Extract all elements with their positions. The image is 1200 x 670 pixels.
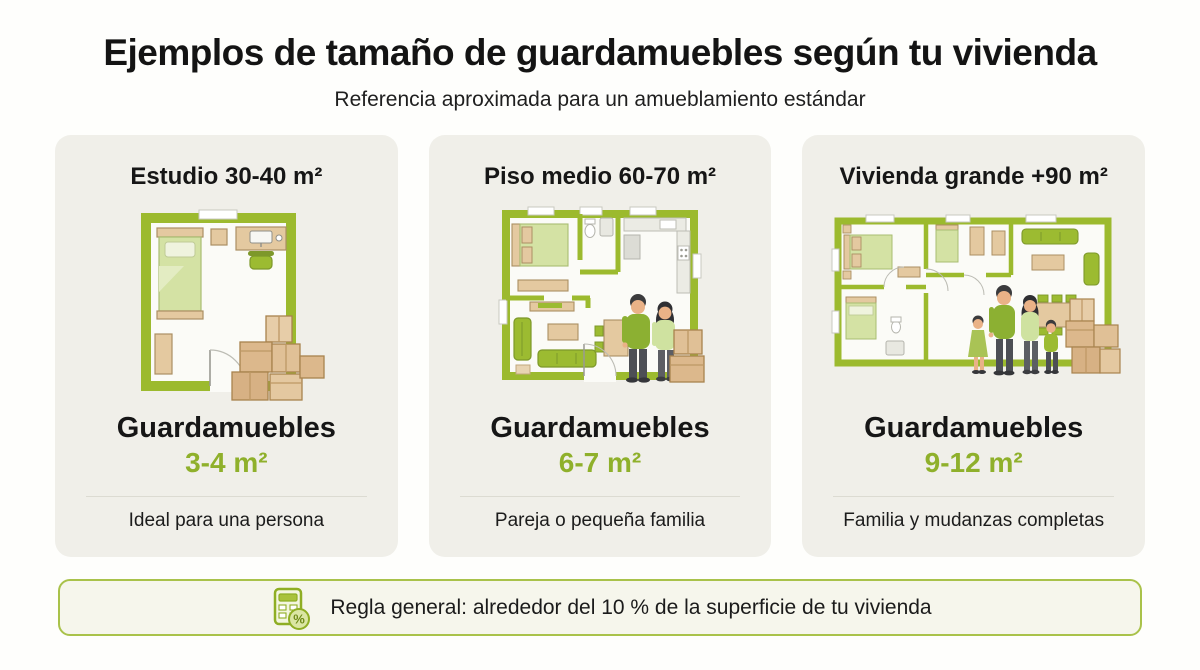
card-divider [459, 496, 741, 498]
sofas [513, 317, 597, 368]
page-title: Ejemplos de tamaño de guardamuebles segú… [103, 32, 1097, 73]
card-size-value: 3-4 m² [185, 447, 268, 479]
windows [498, 206, 702, 325]
kitchen [623, 217, 691, 294]
window [198, 209, 238, 220]
wardrobe [969, 226, 985, 256]
card-heading: Piso medio 60-70 m² [483, 163, 717, 190]
rule-of-thumb-banner: % Regla general: alrededor del 10 % de l… [58, 579, 1142, 636]
interior-walls [506, 214, 621, 308]
card-label: Guardamuebles [490, 412, 710, 444]
tv-console [529, 301, 575, 312]
dresser [897, 266, 921, 278]
interior-walls [837, 221, 1013, 363]
card-heading: Estudio 30-40 m² [130, 163, 323, 190]
desk-chair [247, 251, 274, 270]
card-label: Guardamuebles [116, 412, 336, 444]
dining-table [594, 319, 638, 357]
cards-row: Estudio 30-40 m² [0, 135, 1200, 557]
coffee-table [547, 323, 579, 341]
windows [831, 214, 1057, 334]
double-bed [511, 223, 569, 267]
double-bed [842, 224, 893, 280]
svg-text:%: % [294, 611, 306, 626]
bathroom-fixtures [885, 316, 905, 356]
doors [883, 266, 985, 296]
large-home-floor-plan [831, 214, 1121, 376]
page-subtitle: Referencia aproximada para un amueblamie… [334, 88, 866, 111]
single-bed [935, 224, 1006, 263]
medium-flat-floor-plan [498, 206, 705, 383]
card-caption: Pareja o pequeña familia [494, 510, 706, 532]
sofas [1021, 228, 1100, 286]
moving-boxes [1065, 298, 1121, 374]
moving-boxes [231, 315, 325, 401]
card-piso-medio: Piso medio 60-70 m² [428, 135, 772, 557]
large-home-floor-plan-illustration [802, 197, 1145, 413]
calculator-percent-icon: % [268, 585, 312, 631]
nightstand [210, 228, 228, 246]
card-caption: Ideal para una persona [128, 510, 325, 532]
bench [517, 279, 569, 292]
card-heading: Vivienda grande +90 m² [839, 163, 1108, 190]
studio-floor-plan [140, 209, 325, 401]
card-divider [833, 496, 1115, 498]
desk [235, 226, 287, 251]
family-figures [967, 285, 1059, 376]
card-label: Guardamuebles [864, 412, 1084, 444]
card-vivienda-grande: Vivienda grande +90 m² [802, 135, 1146, 557]
card-divider [86, 496, 367, 498]
single-bed [156, 227, 204, 320]
entry-door [583, 343, 617, 382]
rule-of-thumb-text: Regla general: alrededor del 10 % de la … [330, 595, 932, 619]
desk [991, 230, 1006, 256]
medium-flat-floor-plan-illustration [429, 197, 772, 413]
card-estudio: Estudio 30-40 m² [55, 135, 398, 557]
fridge [623, 234, 641, 260]
card-size-value: 6-7 m² [558, 447, 642, 479]
dresser [154, 333, 173, 375]
studio-floor-plan-illustration [55, 197, 398, 413]
coffee-table [1031, 254, 1065, 271]
bathroom-fixtures [584, 217, 614, 238]
rug [515, 364, 531, 375]
card-caption: Familia y mudanzas completas [843, 510, 1105, 532]
moving-boxes [669, 329, 705, 383]
card-size-value: 9-12 m² [924, 447, 1023, 479]
second-bed [845, 296, 877, 340]
